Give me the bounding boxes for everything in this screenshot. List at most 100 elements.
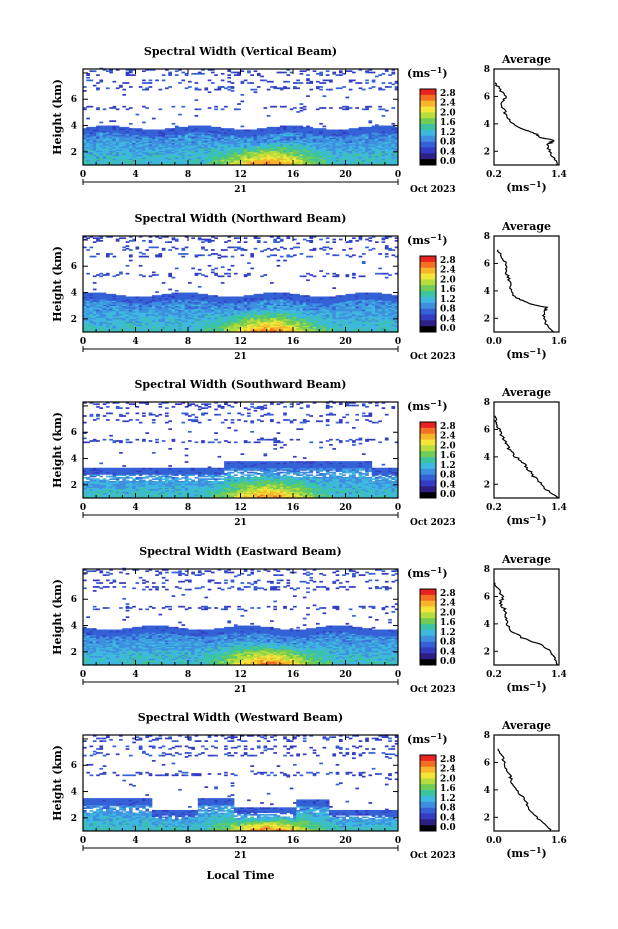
heatmap-cell [338,74,343,76]
heatmap-cell [224,155,228,158]
heatmap-cell [345,137,350,140]
heatmap-cell [358,147,363,150]
heatmap-cell [119,134,123,137]
heatmap-cell [178,126,182,129]
heatmap-cell [322,125,327,128]
heatmap-cell [348,155,353,158]
heatmap-cell [122,155,127,158]
heatmap-cell [83,108,87,111]
heatmap-cell [220,108,225,111]
heatmap-cell [329,161,333,163]
panel-title: Spectral Width (Vertical Beam) [144,45,337,58]
heatmap-cell [345,154,350,157]
heatmap-cell [260,140,264,142]
heatmap-cell [122,159,127,162]
heatmap-cell [260,136,264,138]
heatmap-cell [132,154,136,157]
heatmap-cell [125,150,130,153]
heatmap-cell [184,132,189,134]
heatmap-cell [112,142,117,145]
heatmap-cell [256,161,261,163]
heatmap-cell [286,145,291,147]
heatmap-cell [210,153,215,155]
heatmap-cell [319,151,323,154]
heatmap-cell [174,140,179,142]
heatmap-cell [312,145,317,147]
heatmap-cell [237,155,241,158]
heatmap-cell [181,247,186,250]
heatmap-cell [105,158,110,161]
heatmap-cell [102,138,107,141]
heatmap-cell [112,146,117,149]
heatmap-cell [217,254,222,257]
heatmap-cell [145,151,150,154]
heatmap-cell [171,154,176,157]
heatmap-cell [125,138,130,141]
heatmap-cell [138,149,143,151]
heatmap-cell [194,125,199,128]
heatmap-cell [168,162,172,165]
heatmap-cell [227,147,232,150]
heatmap-cell [322,128,327,130]
heatmap-cell [338,143,343,146]
heatmap-cell [155,159,159,162]
heatmap-cell [217,257,222,259]
heatmap-cell [201,157,205,159]
heatmap-cell [201,133,205,136]
heatmap-cell [233,138,238,141]
heatmap-cell [174,132,179,134]
heatmap-cell [230,147,235,150]
heatmap-cell [128,158,133,161]
heatmap-cell [171,136,176,138]
heatmap-cell [352,79,356,82]
heatmap-cell [220,255,225,258]
heatmap-cell [158,151,163,154]
heatmap-cell [329,141,333,144]
heatmap-cell [329,132,333,134]
heatmap-cell [174,145,179,147]
heatmap-cell [217,138,222,141]
heatmap-cell [122,133,127,136]
heatmap-cell [309,128,314,130]
heatmap-cell [174,137,179,140]
heatmap-cell [286,143,291,146]
heatmap-cell [83,138,87,141]
heatmap-cell [168,153,172,155]
heatmap-cell [178,161,182,163]
heatmap-cell [352,137,356,140]
heatmap-cell [388,86,392,88]
heatmap-cell [197,145,202,147]
heatmap-cell [214,253,218,255]
heatmap-cell [332,143,337,146]
heatmap-cell [178,158,182,161]
heatmap-cell [122,88,127,91]
heatmap-cell [204,153,209,155]
heatmap-cell [293,153,297,155]
heatmap-cell [332,150,337,153]
heatmap-cell [178,130,182,133]
heatmap-cell [322,107,327,109]
avg-x-tick-label: 0.2 [486,170,502,180]
heatmap-cell [115,140,120,142]
heatmap-cell [299,162,304,165]
heatmap-cell [329,136,333,138]
heatmap-cell [194,115,199,117]
heatmap-cell [381,82,386,84]
heatmap-cell [283,159,287,162]
heatmap-cell [105,149,110,151]
heatmap-cell [230,150,235,153]
heatmap-cell [119,271,123,274]
heatmap-cell [112,107,117,109]
heatmap-cell [253,159,258,162]
heatmap-cell [89,157,94,159]
heatmap-cell [132,134,136,137]
heatmap-cell [329,157,333,159]
heatmap-cell [171,142,176,145]
heatmap-cell [99,130,104,133]
heatmap-cell [109,158,113,161]
heatmap-cell [168,130,172,133]
heatmap-cell [102,150,107,153]
heatmap-cell [86,150,90,153]
heatmap-cell [96,136,100,138]
heatmap-cell [119,154,123,157]
